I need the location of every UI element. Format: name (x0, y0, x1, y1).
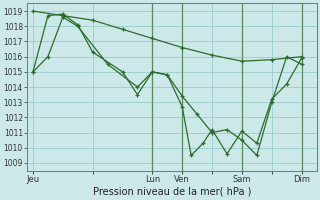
X-axis label: Pression niveau de la mer( hPa ): Pression niveau de la mer( hPa ) (92, 187, 251, 197)
